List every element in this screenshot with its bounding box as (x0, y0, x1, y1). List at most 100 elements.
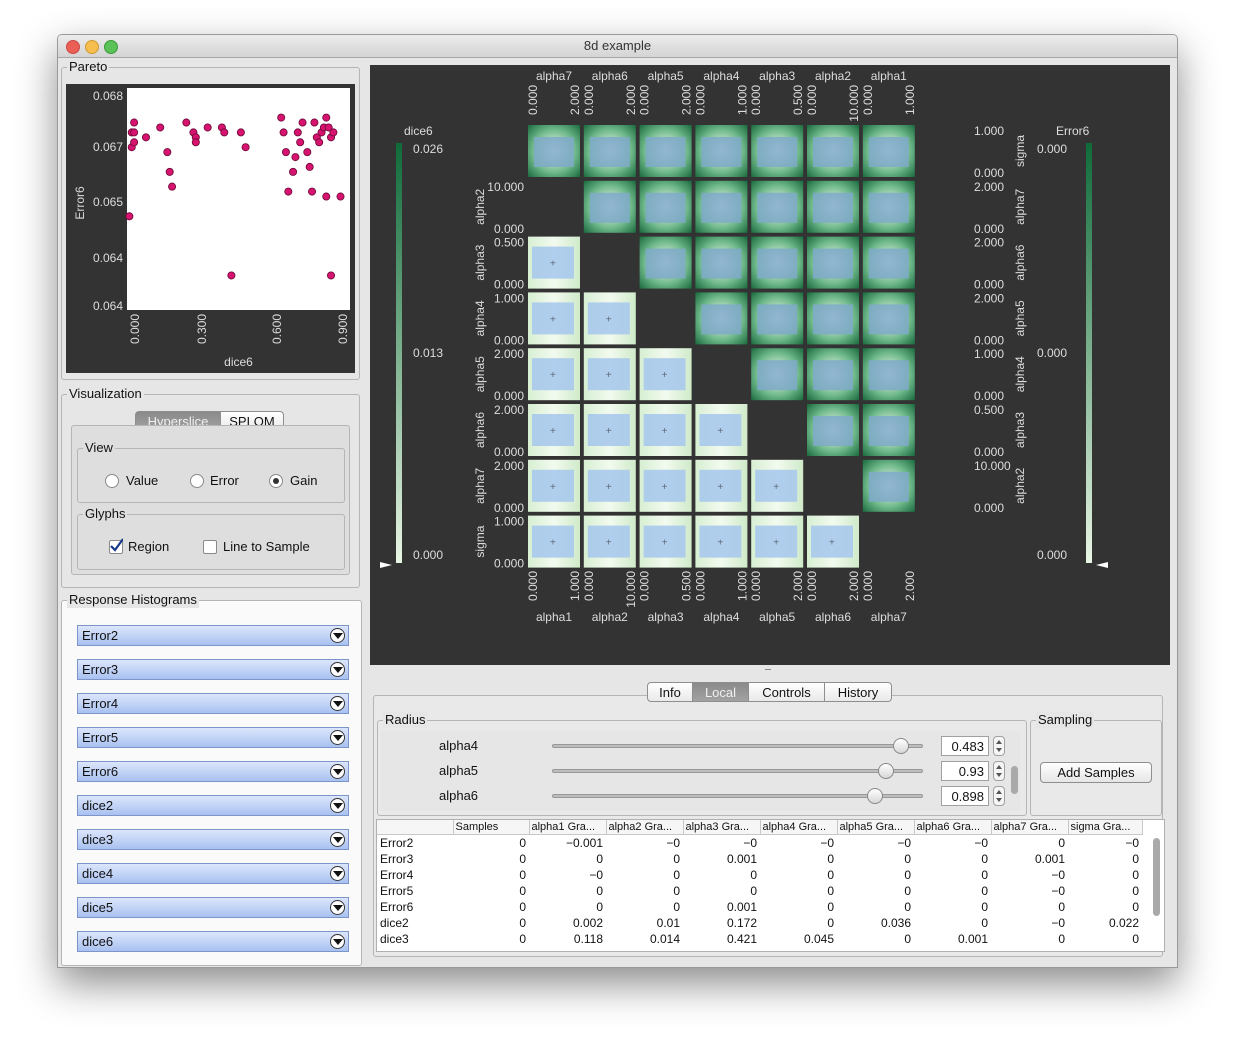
table-column-header[interactable]: alpha2 Gra... (606, 820, 684, 835)
glyphs-title: Glyphs (83, 506, 128, 522)
histogram-item-dice3[interactable]: dice3 (77, 829, 349, 850)
table-cell: 0.036 (880, 916, 911, 930)
dropdown-arrow-icon[interactable] (330, 866, 345, 881)
left-param-label: sigma (473, 525, 487, 557)
slider-handle[interactable] (866, 788, 883, 804)
scatter-point (130, 138, 139, 147)
slider-handle[interactable] (892, 738, 909, 754)
spinner-arrows-icon[interactable] (993, 786, 1005, 806)
histogram-item-error6[interactable]: Error6 (77, 761, 349, 782)
spinner-arrows-icon[interactable] (993, 736, 1005, 756)
radius-scrollbar[interactable] (1011, 766, 1018, 794)
line-to-sample-checkbox[interactable] (203, 540, 217, 554)
table-row[interactable]: Error2 0 −0.001 −0 −0 −0 −0 −0 0 −0 (377, 835, 1142, 852)
hyperslice-view[interactable]: dice6 0.026 0.013 0.000 Error6 0.000 0.000 0.00… (370, 65, 1170, 665)
minimize-window-icon[interactable] (85, 40, 99, 54)
dropdown-arrow-icon[interactable] (330, 832, 345, 847)
hyperslice-cell (807, 348, 859, 401)
table-row[interactable]: Error5 0 0 0 0 0 0 0 −0 0 (377, 883, 1142, 899)
table-row[interactable]: dice2 0 0.002 0.01 0.172 0 0.036 0 −0 0.022 (377, 915, 1142, 931)
tab-local[interactable]: Local (692, 682, 749, 702)
table-row[interactable]: Error6 0 0 0 0.001 0 0 0 0 0 (377, 899, 1142, 915)
radius-alpha4-value-field[interactable]: 0.483 (941, 736, 989, 756)
dice6-color-scale (396, 143, 402, 563)
region-glyph (813, 248, 853, 279)
table-column-header[interactable]: alpha1 Gra... (529, 820, 607, 835)
value-radio[interactable] (105, 474, 119, 488)
tab-info[interactable]: Info (647, 682, 693, 702)
radius-alpha6-slider[interactable] (552, 794, 923, 798)
maximize-window-icon[interactable] (104, 40, 118, 54)
add-samples-button[interactable]: Add Samples (1040, 762, 1152, 783)
split-pane-handle[interactable] (765, 669, 771, 673)
hyperslice-cell (695, 180, 748, 233)
top-range-max: 2.000 (568, 85, 582, 115)
region-glyph (757, 304, 798, 335)
top-param-label: alpha1 (871, 69, 907, 83)
histogram-item-error5[interactable]: Error5 (77, 727, 349, 748)
histogram-item-label: dice5 (82, 900, 114, 915)
pareto-scatter-chart[interactable]: 0.068 0.067 0.065 0.064 0.064 0.000 0.300 0.600… (66, 84, 355, 373)
histogram-item-dice2[interactable]: dice2 (77, 795, 349, 816)
hyperslice-cell (583, 180, 636, 233)
radius-alpha5-value-field[interactable]: 0.93 (941, 761, 989, 781)
table-cell: −0 (1125, 836, 1139, 850)
left-param-label: alpha6 (473, 412, 487, 448)
pareto-plot-area[interactable]: 0.068 0.067 0.065 0.064 0.064 0.000 0.300 0.600… (66, 84, 355, 373)
close-window-icon[interactable] (66, 40, 80, 54)
table-scrollbar[interactable] (1153, 838, 1160, 916)
scatter-point (191, 138, 200, 147)
gain-radio[interactable] (269, 474, 283, 488)
table-row[interactable]: Error3 0 0 0 0.001 0 0 0 0.001 0 (377, 851, 1142, 867)
region-glyph (532, 246, 574, 279)
table-column-header[interactable]: alpha7 Gra... (991, 820, 1069, 835)
table-cell: 0 (827, 884, 834, 898)
histogram-item-dice5[interactable]: dice5 (77, 897, 349, 918)
spinner-arrows-icon[interactable] (993, 761, 1005, 781)
region-checkbox[interactable] (109, 538, 123, 554)
table-column-header[interactable]: Samples (453, 820, 530, 835)
dropdown-arrow-icon[interactable] (330, 764, 345, 779)
table-row[interactable]: Error4 0 −0 0 0 0 0 0 −0 0 (377, 867, 1142, 883)
dropdown-arrow-icon[interactable] (330, 696, 345, 711)
tab-history[interactable]: History (824, 682, 892, 702)
pareto-x-tick-label: 0.000 (128, 314, 142, 344)
tab-controls[interactable]: Controls (748, 682, 825, 702)
dropdown-arrow-icon[interactable] (330, 662, 345, 677)
table-cell: 0.172 (726, 916, 757, 930)
table-column-header[interactable]: sigma Gra... (1068, 820, 1143, 835)
radius-alpha5-slider[interactable] (552, 769, 923, 773)
table-cell: 0 (1132, 868, 1139, 882)
table-row[interactable]: dice3 0 0.118 0.014 0.421 0.045 0 0.001 0 0 (377, 931, 1142, 947)
table-column-header[interactable]: alpha3 Gra... (683, 820, 761, 835)
right-range-min: 0.000 (974, 333, 1004, 347)
hyperslice-matrix[interactable]: dice6 0.026 0.013 0.000 Error6 0.000 0.000 0.00… (370, 65, 1170, 665)
dropdown-arrow-icon[interactable] (330, 730, 345, 745)
error-radio[interactable] (190, 474, 204, 488)
table-column-header[interactable]: alpha5 Gra... (837, 820, 915, 835)
histogram-item-dice6[interactable]: dice6 (77, 931, 349, 952)
table-cell: 0 (1132, 884, 1139, 898)
dropdown-arrow-icon[interactable] (330, 900, 345, 915)
row-label: Error5 (380, 884, 414, 898)
radius-alpha6-value-field[interactable]: 0.898 (941, 786, 989, 806)
region-glyph (532, 414, 574, 446)
top-range-max: 1.000 (903, 85, 917, 115)
dropdown-arrow-icon[interactable] (330, 934, 345, 949)
bottom-range-max: 2.000 (791, 571, 805, 601)
histogram-item-dice4[interactable]: dice4 (77, 863, 349, 884)
radius-alpha4-slider[interactable] (552, 744, 923, 748)
scatter-point (308, 187, 317, 196)
dropdown-arrow-icon[interactable] (330, 798, 345, 813)
left-range-max: 10.000 (487, 180, 524, 194)
top-range-max: 10.000 (847, 85, 861, 122)
response-histograms-title: Response Histograms (67, 592, 199, 608)
table-column-header[interactable] (377, 820, 454, 835)
table-column-header[interactable]: alpha6 Gra... (914, 820, 992, 835)
slider-handle[interactable] (877, 763, 894, 779)
table-column-header[interactable]: alpha4 Gra... (760, 820, 838, 835)
dropdown-arrow-icon[interactable] (330, 628, 345, 643)
histogram-item-error2[interactable]: Error2 (77, 625, 349, 646)
histogram-item-error4[interactable]: Error4 (77, 693, 349, 714)
histogram-item-error3[interactable]: Error3 (77, 659, 349, 680)
